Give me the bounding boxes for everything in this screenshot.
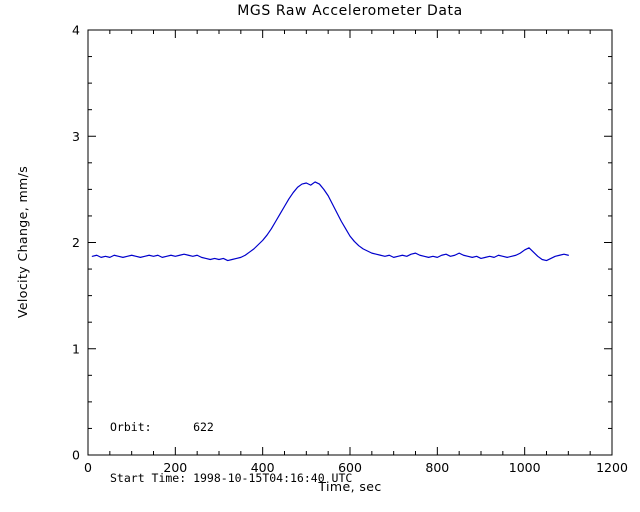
annotation-block: Orbit: 622 Start Time: 1998-10-15T04:16:… <box>110 385 352 512</box>
y-tick-label: 4 <box>72 23 80 38</box>
y-tick-label: 1 <box>72 341 80 356</box>
y-tick-label: 0 <box>72 448 80 463</box>
chart-title: MGS Raw Accelerometer Data <box>237 3 463 19</box>
annotation-orbit: Orbit: 622 <box>110 420 214 434</box>
x-tick-label: 400 <box>251 460 275 475</box>
y-tick-label: 2 <box>72 235 80 250</box>
data-series-line <box>91 181 569 262</box>
x-tick-label: 800 <box>425 460 449 475</box>
x-tick-label: 0 <box>84 460 92 475</box>
x-tick-label: 1200 <box>596 460 628 475</box>
x-tick-label: 600 <box>338 460 362 475</box>
annotation-start-time: Start Time: 1998-10-15T04:16:40 UTC <box>110 471 353 485</box>
y-tick-label: 3 <box>72 129 80 144</box>
x-tick-label: 200 <box>163 460 187 475</box>
x-tick-label: 1000 <box>509 460 541 475</box>
y-axis-label: Velocity Change, mm/s <box>15 165 30 319</box>
x-axis-label: Time, sec <box>318 479 382 494</box>
